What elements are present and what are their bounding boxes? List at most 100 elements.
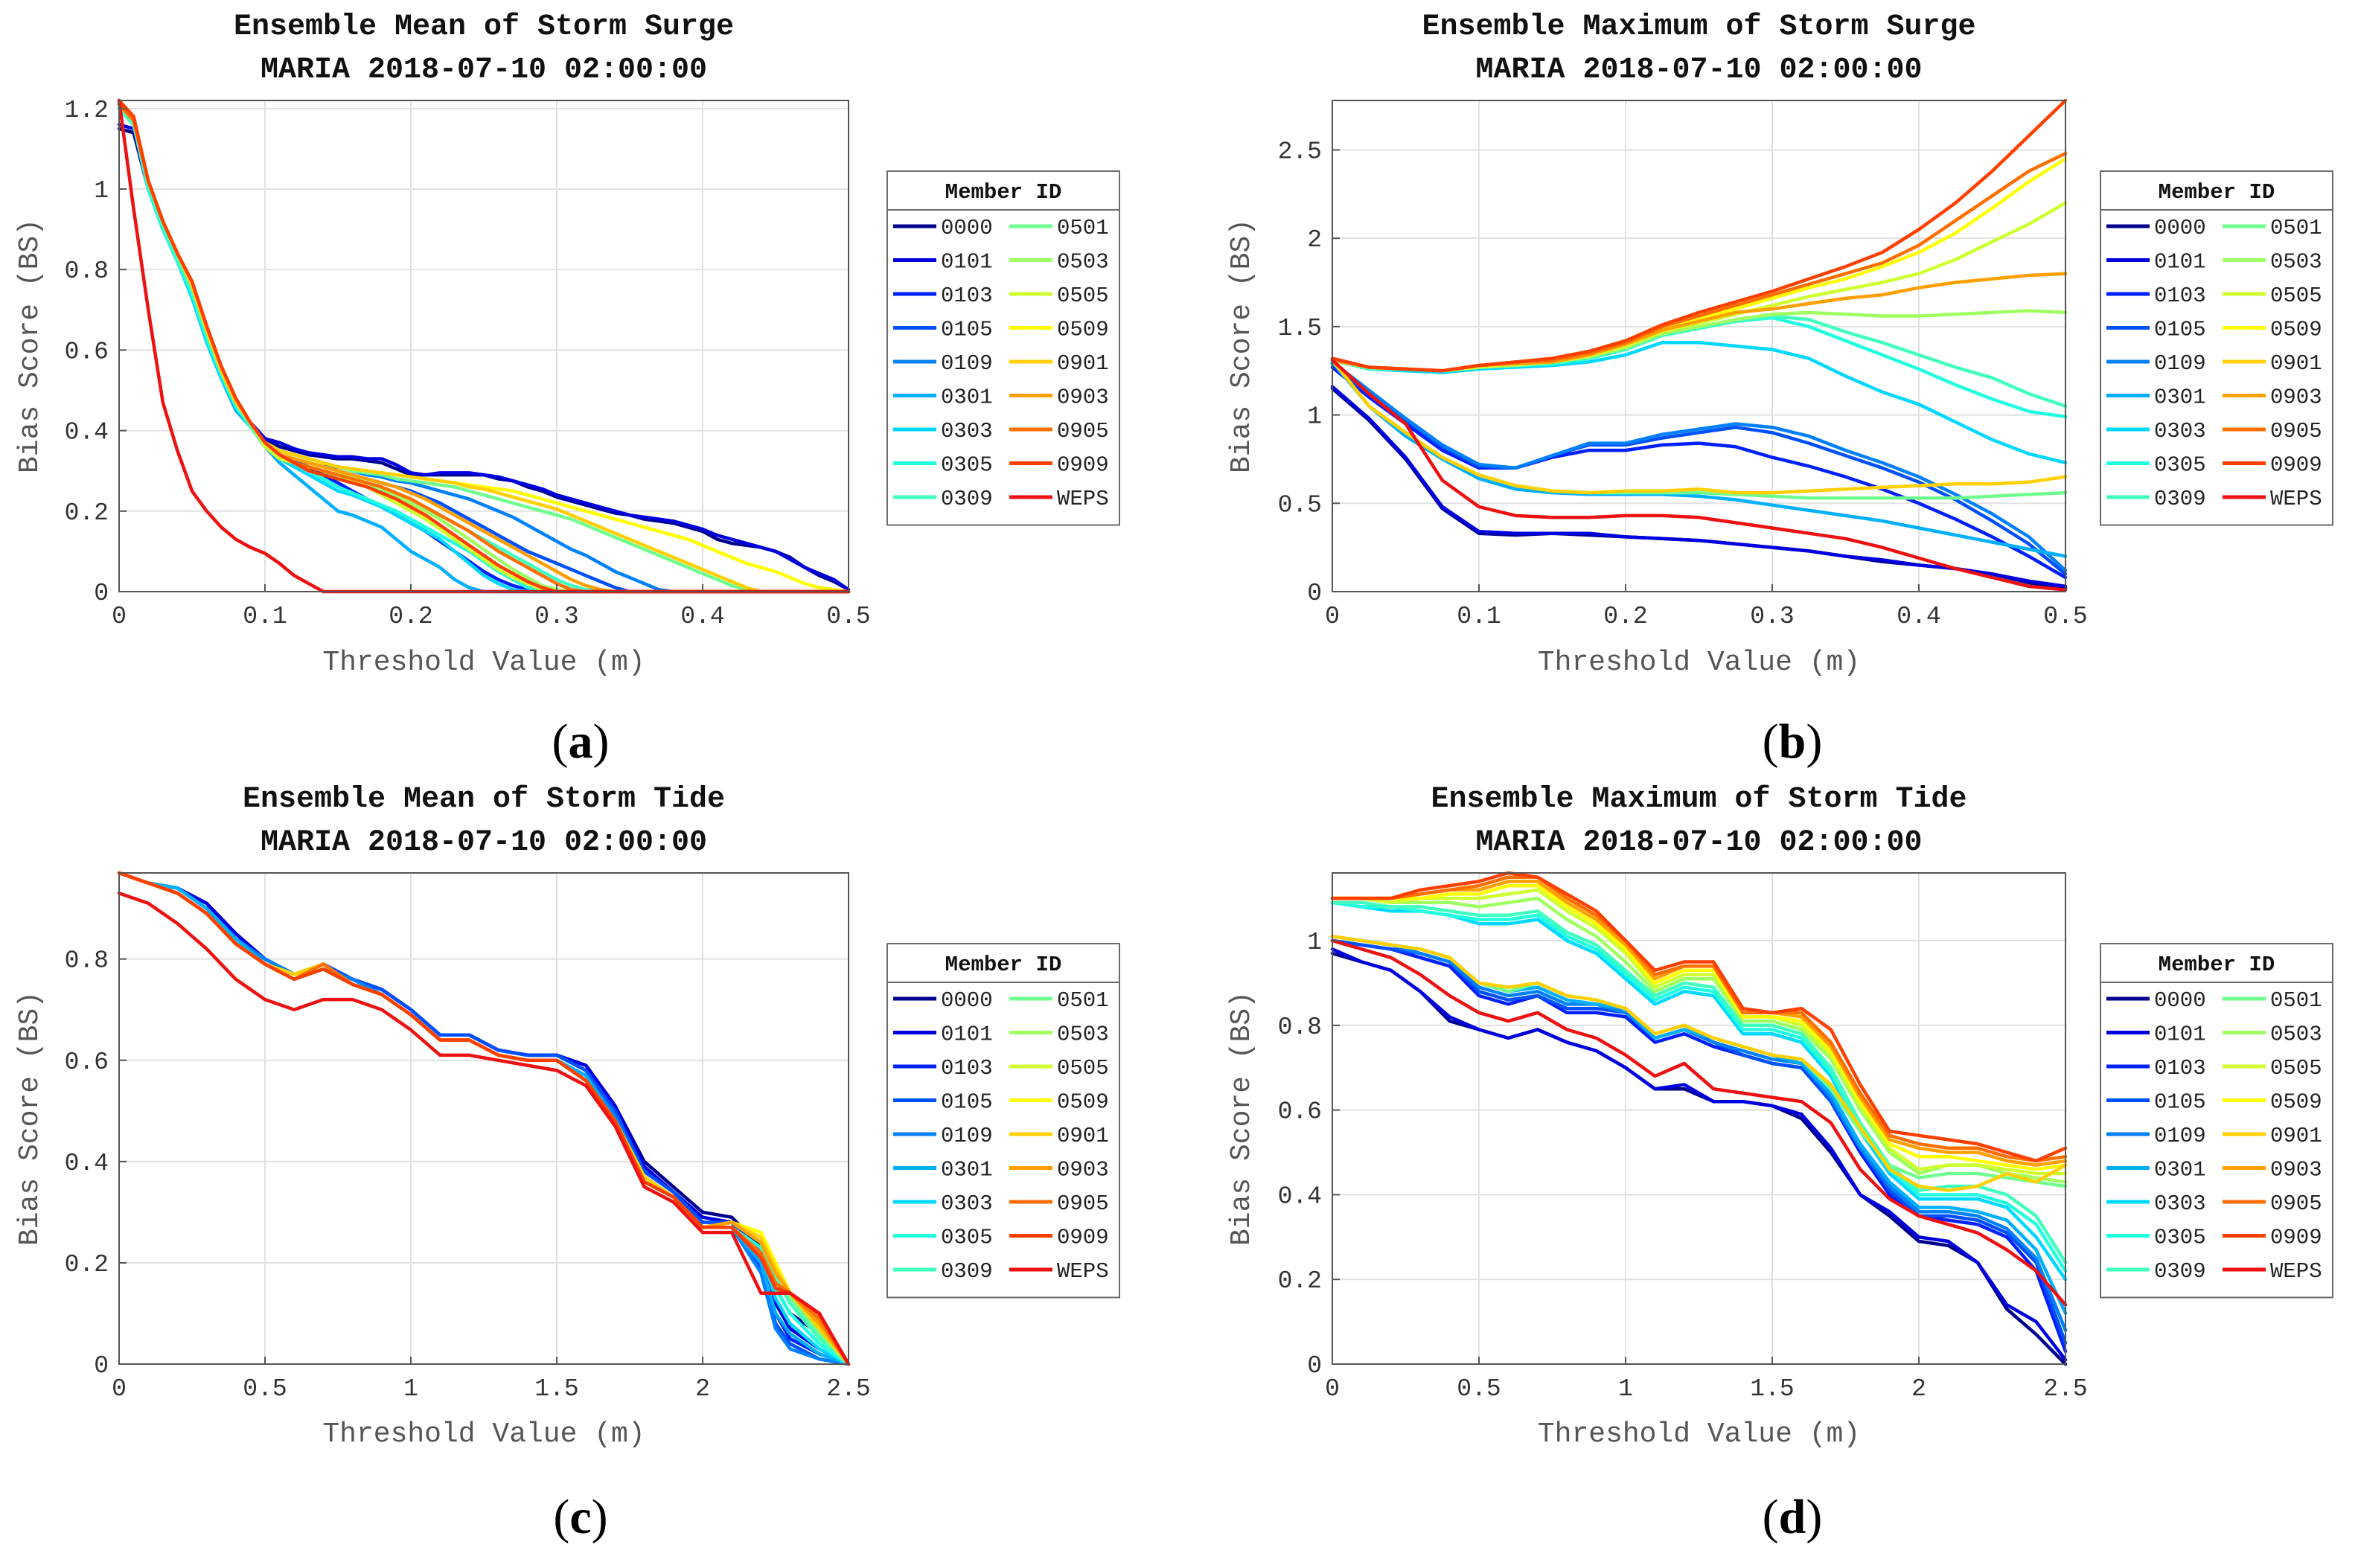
series-line-0303 xyxy=(1330,341,2068,464)
axis-box xyxy=(118,100,849,592)
x-tick-label: 1 xyxy=(1618,1375,1633,1403)
axis-box xyxy=(1332,872,2066,1365)
legend-item-label: 0309 xyxy=(941,1259,993,1284)
legend-title: Member ID xyxy=(945,953,1062,977)
caption-paren-open: ( xyxy=(1763,1490,1779,1544)
x-tick-label: 2 xyxy=(1911,1375,1926,1403)
y-tick-label: 0.2 xyxy=(1278,1267,1322,1295)
x-tick-label: 2 xyxy=(695,1375,710,1403)
x-tick-label: 1 xyxy=(403,1375,418,1403)
legend-item-label: 0101 xyxy=(2154,1023,2206,1047)
series-line-0103 xyxy=(1330,938,2068,1354)
legend-item-label: 0109 xyxy=(2154,1124,2206,1148)
legend-box xyxy=(2100,170,2333,526)
legend-item-label: 0105 xyxy=(2154,1090,2206,1115)
legend-item-label: 0901 xyxy=(2270,1124,2322,1148)
legend-item-label: 0905 xyxy=(2270,419,2322,444)
legend-title: Member ID xyxy=(2159,953,2275,977)
legend-item-label: 0903 xyxy=(2270,1158,2322,1183)
y-tick-label: 0 xyxy=(1307,580,1322,607)
x-tick-label: 0 xyxy=(112,603,127,630)
legend-item-label: 0305 xyxy=(2154,453,2206,478)
legend-item-label: 0309 xyxy=(941,487,993,511)
y-axis-label: Bias Score (BS) xyxy=(1226,219,1258,473)
legend-item-label: 0109 xyxy=(941,1124,993,1148)
legend-item-label: 0305 xyxy=(2154,1226,2206,1250)
y-axis-label: Bias Score (BS) xyxy=(14,991,46,1246)
series-line-0509 xyxy=(1330,883,2068,1171)
legend-item-label: 0501 xyxy=(1057,988,1109,1013)
legend-item-label: WEPS xyxy=(1057,487,1109,511)
x-tick-label: 1.5 xyxy=(534,1375,578,1403)
axis-box xyxy=(1332,100,2066,592)
series-line-0101 xyxy=(1330,385,2068,589)
chart-title-line: MARIA 2018-07-10 02:00:00 xyxy=(1475,54,1922,87)
y-tick-label: 0 xyxy=(94,580,109,607)
caption-letter: b xyxy=(1779,714,1806,769)
legend-box xyxy=(2100,943,2333,1299)
y-tick-label: 0.2 xyxy=(65,1251,109,1279)
legend-item-label: 0509 xyxy=(1057,318,1109,342)
series-line-0305 xyxy=(1330,900,2068,1273)
chart-title-line: Ensemble Maximum of Storm Surge xyxy=(1422,10,1975,44)
legend-item-label: 0301 xyxy=(941,385,993,410)
y-axis-label: Bias Score (BS) xyxy=(14,219,46,473)
chart-title-line: Ensemble Mean of Storm Tide xyxy=(243,783,725,816)
legend-item-label: 0503 xyxy=(2270,250,2322,275)
y-tick-label: 0.8 xyxy=(65,947,109,975)
legend-item-label: 0309 xyxy=(2154,1259,2206,1284)
legend-item-label: 0305 xyxy=(941,1226,993,1250)
legend-item-label: WEPS xyxy=(2270,1259,2322,1284)
legend-box xyxy=(886,943,1120,1299)
series-line-0905 xyxy=(1330,875,2068,1163)
chart-title-line: MARIA 2018-07-10 02:00:00 xyxy=(261,826,707,860)
y-tick-label: 0.2 xyxy=(65,499,109,527)
legend-item-label: 0301 xyxy=(941,1158,993,1183)
y-axis-label: Bias Score (BS) xyxy=(1226,991,1258,1246)
legend-title: Member ID xyxy=(945,180,1062,205)
y-tick-label: 2 xyxy=(1307,226,1322,254)
series-group xyxy=(1330,98,2068,592)
legend-item-label: 0501 xyxy=(2270,216,2322,240)
x-tick-label: 0 xyxy=(1325,1375,1340,1403)
legend-item-label: 0501 xyxy=(1057,216,1109,240)
chart-panel-c: Ensemble Mean of Storm Tide MARIA 2018-07… xyxy=(14,783,1120,1544)
legend-item-label: 0901 xyxy=(1057,351,1109,376)
legend-item-label: 0000 xyxy=(2154,216,2206,240)
chart-panel-b: Ensemble Maximum of Storm Surge MARIA 201… xyxy=(1226,10,2333,769)
legend-item-label: 0103 xyxy=(2154,1056,2206,1081)
caption-paren-open: ( xyxy=(1763,714,1779,769)
series-line-0301 xyxy=(1330,360,2068,558)
x-tick-label: 0.1 xyxy=(243,603,287,630)
series-line-0909 xyxy=(1330,98,2068,373)
legend-item-label: 0903 xyxy=(1057,1158,1109,1183)
x-tick-label: 0.5 xyxy=(1457,1375,1501,1403)
legend: Member ID 0000 0101 0103 0105 0109 0301 0303 030… xyxy=(886,943,1120,1299)
series-line-0505 xyxy=(1330,888,2068,1176)
legend-item-label: 0909 xyxy=(2270,1226,2322,1250)
x-tick-label: 0.5 xyxy=(243,1375,287,1403)
chart-panel-d: Ensemble Maximum of Storm Tide MARIA 2018… xyxy=(1226,783,2333,1544)
x-axis-label: Threshold Value (m) xyxy=(322,1418,645,1450)
panel-caption: (c) xyxy=(553,1490,607,1544)
legend-item-label: 0901 xyxy=(1057,1124,1109,1148)
legend: Member ID 0000 0101 0103 0105 0109 0301 0303 030… xyxy=(2100,170,2333,526)
x-tick-label: 0.3 xyxy=(1750,603,1794,630)
legend-item-label: 0109 xyxy=(941,351,993,376)
legend-item-label: 0505 xyxy=(2270,284,2322,308)
panel-caption: (d) xyxy=(1763,1490,1823,1544)
panel-caption: (b) xyxy=(1763,714,1823,769)
legend-item-label: 0505 xyxy=(1057,1056,1109,1081)
legend-item-label: 0101 xyxy=(2154,250,2206,275)
y-tick-label: 0.4 xyxy=(1278,1183,1322,1210)
x-tick-label: 0.2 xyxy=(389,603,432,630)
caption-paren-close: ) xyxy=(1806,714,1822,769)
plot-area xyxy=(1332,873,2065,1364)
y-tick-label: 0 xyxy=(1307,1352,1322,1380)
caption-paren-close: ) xyxy=(593,714,610,769)
legend-item-label: 0509 xyxy=(2270,1090,2322,1115)
x-tick-label: 0.5 xyxy=(826,603,870,630)
x-tick-label: 1.5 xyxy=(1750,1375,1794,1403)
series-line-0909 xyxy=(117,871,851,1366)
